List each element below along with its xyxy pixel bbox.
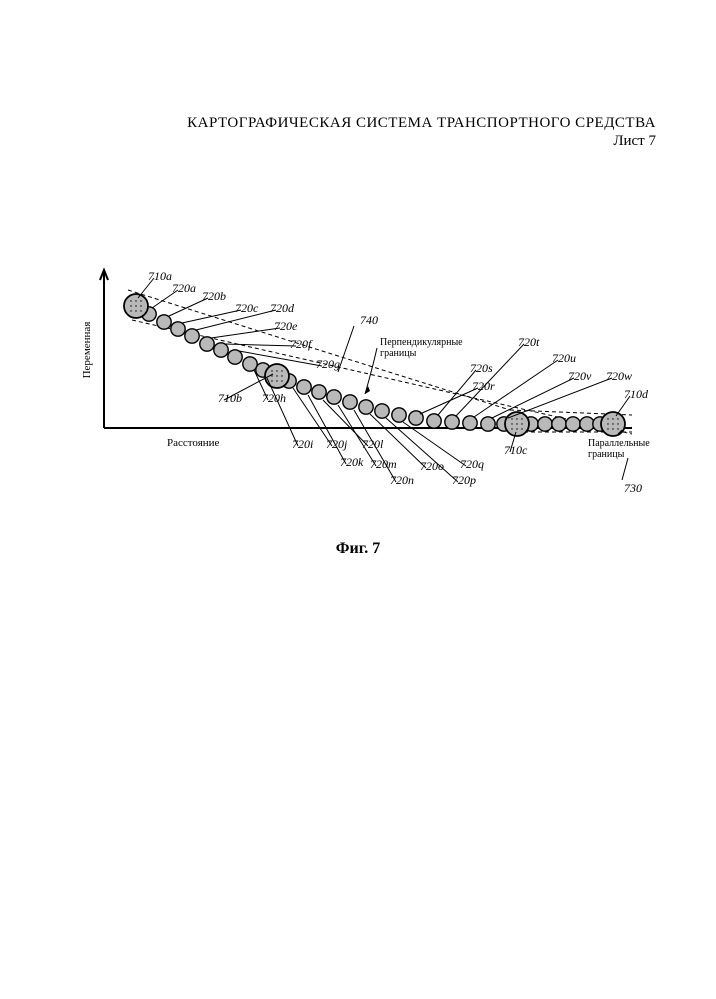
svg-text:720i: 720i <box>292 437 313 451</box>
svg-text:720t: 720t <box>518 335 540 349</box>
svg-text:720w: 720w <box>606 369 632 383</box>
svg-text:720q: 720q <box>460 457 484 471</box>
svg-text:720u: 720u <box>552 351 576 365</box>
svg-text:710b: 710b <box>218 391 242 405</box>
svg-text:Расстояние: Расстояние <box>167 437 220 449</box>
svg-text:720m: 720m <box>370 457 397 471</box>
svg-text:740: 740 <box>360 313 378 327</box>
svg-text:720r: 720r <box>472 379 495 393</box>
svg-text:720g: 720g <box>316 357 340 371</box>
svg-text:710d: 710d <box>624 387 649 401</box>
svg-text:720n: 720n <box>390 473 414 487</box>
figure-7-diagram: Переменная Расстояние 710a720a 720b 720c 720d… <box>0 0 716 605</box>
svg-text:Переменная: Переменная <box>81 322 93 379</box>
svg-text:720v: 720v <box>568 369 592 383</box>
svg-text:720s: 720s <box>470 361 493 375</box>
svg-text:720a: 720a <box>172 281 196 295</box>
svg-text:720p: 720p <box>452 473 476 487</box>
svg-text:720d: 720d <box>270 301 295 315</box>
svg-text:границы: границы <box>588 449 625 460</box>
svg-text:границы: границы <box>380 348 417 359</box>
figure-caption: Фиг. 7 <box>0 540 716 558</box>
svg-text:Перпендикулярные: Перпендикулярные <box>380 337 463 348</box>
svg-text:730: 730 <box>624 481 642 495</box>
svg-text:720k: 720k <box>340 455 364 469</box>
svg-text:720j: 720j <box>326 437 348 451</box>
svg-text:Параллельные: Параллельные <box>588 438 650 449</box>
svg-text:710c: 710c <box>504 443 528 457</box>
svg-text:720c: 720c <box>235 301 259 315</box>
svg-text:710a: 710a <box>148 269 172 283</box>
svg-text:720e: 720e <box>274 319 298 333</box>
svg-text:720f: 720f <box>290 337 313 351</box>
svg-text:720b: 720b <box>202 289 226 303</box>
